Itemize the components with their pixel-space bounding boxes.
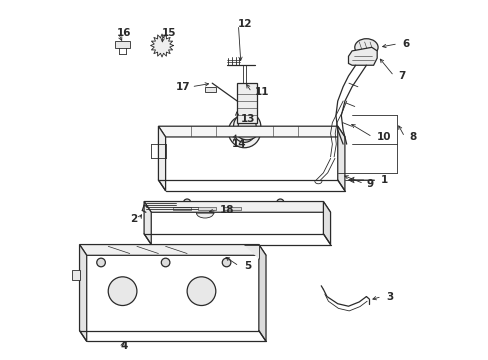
Circle shape	[233, 121, 255, 142]
Polygon shape	[172, 207, 190, 211]
Text: 1: 1	[380, 175, 387, 185]
Polygon shape	[237, 83, 257, 123]
Polygon shape	[144, 202, 151, 244]
Circle shape	[108, 277, 137, 306]
Circle shape	[97, 258, 105, 267]
Polygon shape	[80, 244, 86, 341]
Text: 2: 2	[129, 215, 137, 224]
Polygon shape	[323, 202, 330, 244]
Ellipse shape	[196, 208, 213, 218]
Text: 5: 5	[244, 261, 251, 271]
Text: 10: 10	[376, 132, 391, 142]
Polygon shape	[150, 34, 173, 57]
Text: 12: 12	[237, 19, 251, 29]
Circle shape	[157, 41, 166, 50]
Ellipse shape	[354, 39, 377, 56]
Circle shape	[183, 199, 190, 206]
Polygon shape	[72, 270, 80, 280]
Text: 16: 16	[117, 28, 131, 38]
Polygon shape	[80, 244, 265, 255]
Text: 15: 15	[162, 28, 176, 38]
Text: 3: 3	[386, 292, 393, 302]
Circle shape	[276, 199, 284, 206]
Polygon shape	[158, 126, 344, 137]
Polygon shape	[158, 126, 165, 191]
Text: 8: 8	[408, 132, 416, 142]
Text: 18: 18	[219, 206, 233, 216]
Circle shape	[228, 116, 260, 148]
Circle shape	[161, 258, 169, 267]
Polygon shape	[348, 47, 376, 65]
Polygon shape	[337, 126, 344, 191]
Polygon shape	[198, 207, 215, 211]
Text: 9: 9	[366, 179, 373, 189]
Circle shape	[238, 117, 256, 135]
Polygon shape	[115, 41, 129, 48]
Text: 4: 4	[121, 341, 128, 351]
Polygon shape	[258, 244, 265, 341]
Circle shape	[187, 277, 215, 306]
Circle shape	[233, 113, 260, 140]
Text: 17: 17	[176, 82, 190, 92]
Polygon shape	[144, 202, 330, 212]
Text: 13: 13	[241, 114, 255, 124]
Text: 7: 7	[398, 71, 405, 81]
Polygon shape	[204, 87, 215, 92]
Text: 14: 14	[231, 139, 246, 149]
Text: 11: 11	[255, 87, 269, 97]
Text: 6: 6	[402, 39, 409, 49]
Circle shape	[222, 258, 230, 267]
Polygon shape	[244, 244, 258, 259]
Polygon shape	[223, 207, 241, 211]
